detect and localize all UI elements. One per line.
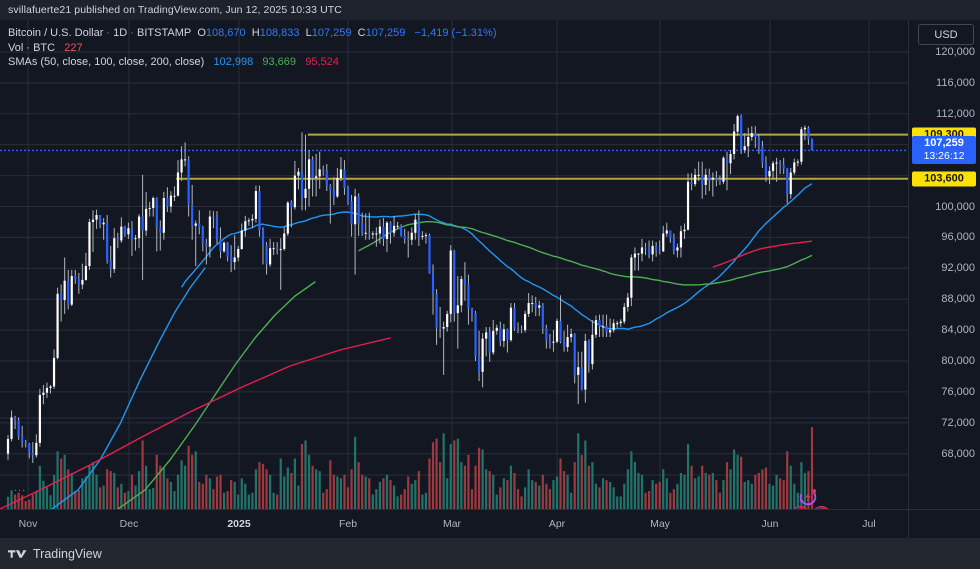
volume-bars: [6, 427, 814, 509]
sma-line: [712, 240, 813, 268]
chart-plot-area[interactable]: [0, 20, 908, 509]
time-label-apr: Apr: [548, 518, 566, 530]
price-tick-88000: 88,000: [941, 293, 975, 306]
last-price-tag-countdown: 13:26:12: [923, 150, 965, 163]
last-price-tag-value: 107,259: [924, 137, 964, 150]
last-price-tag[interactable]: 107,259 13:26:12: [912, 136, 976, 165]
chart-frame: Bitcoin / U.S. Dollar · 1D · BITSTAMP O1…: [0, 20, 980, 539]
currency-button[interactable]: USD: [918, 24, 974, 45]
price-tick-84000: 84,000: [941, 324, 975, 337]
time-label-feb: Feb: [338, 518, 358, 530]
tradingview-brand-name: TradingView: [33, 546, 102, 561]
price-tick-76000: 76,000: [941, 385, 975, 398]
time-label-mar: Mar: [442, 518, 462, 530]
time-scale[interactable]: Nov Dec 2025 Feb Mar Apr May Jun Jul: [0, 509, 980, 539]
time-label-jun: Jun: [761, 518, 779, 530]
time-label-dec: Dec: [119, 518, 139, 530]
price-tick-112000: 112,000: [936, 107, 975, 120]
price-scale[interactable]: USD 120,000116,000112,000108,000104,0001…: [908, 20, 980, 509]
chart-canvas: [0, 20, 908, 509]
publish-header: svillafuerte21 published on TradingView.…: [0, 0, 980, 20]
candlesticks: [6, 114, 814, 463]
tradingview-logo[interactable]: TradingView: [0, 547, 102, 561]
time-label-2025: 2025: [227, 518, 251, 530]
time-label-may: May: [650, 518, 670, 530]
time-label-jul: Jul: [862, 518, 876, 530]
time-scale-divider: [908, 510, 909, 539]
sma-line-approach: [117, 281, 316, 509]
price-tick-92000: 92,000: [941, 262, 975, 275]
footer-bar: TradingView: [0, 538, 980, 569]
support-tag[interactable]: 103,600: [912, 171, 976, 187]
price-tick-100000: 100,000: [935, 200, 975, 213]
price-tick-96000: 96,000: [941, 231, 975, 244]
price-tick-72000: 72,000: [941, 416, 975, 429]
price-tick-68000: 68,000: [941, 447, 975, 460]
sma-line: [358, 221, 813, 286]
sma-line-approach: [0, 337, 391, 509]
sma-line-approach: [51, 267, 206, 509]
support-tag-value: 103,600: [924, 172, 964, 185]
price-tick-80000: 80,000: [941, 355, 975, 367]
sma-line: [181, 183, 813, 330]
ai-event-badge[interactable]: [797, 486, 819, 508]
volume-pane-legend-ellipsis[interactable]: ...: [14, 482, 27, 494]
time-label-nov: Nov: [18, 518, 38, 530]
price-tick-116000: 116,000: [936, 76, 975, 89]
publish-header-text: svillafuerte21 published on TradingView.…: [8, 4, 342, 16]
price-tick-120000: 120,000: [935, 46, 975, 58]
tradingview-mark-icon: [8, 549, 27, 558]
